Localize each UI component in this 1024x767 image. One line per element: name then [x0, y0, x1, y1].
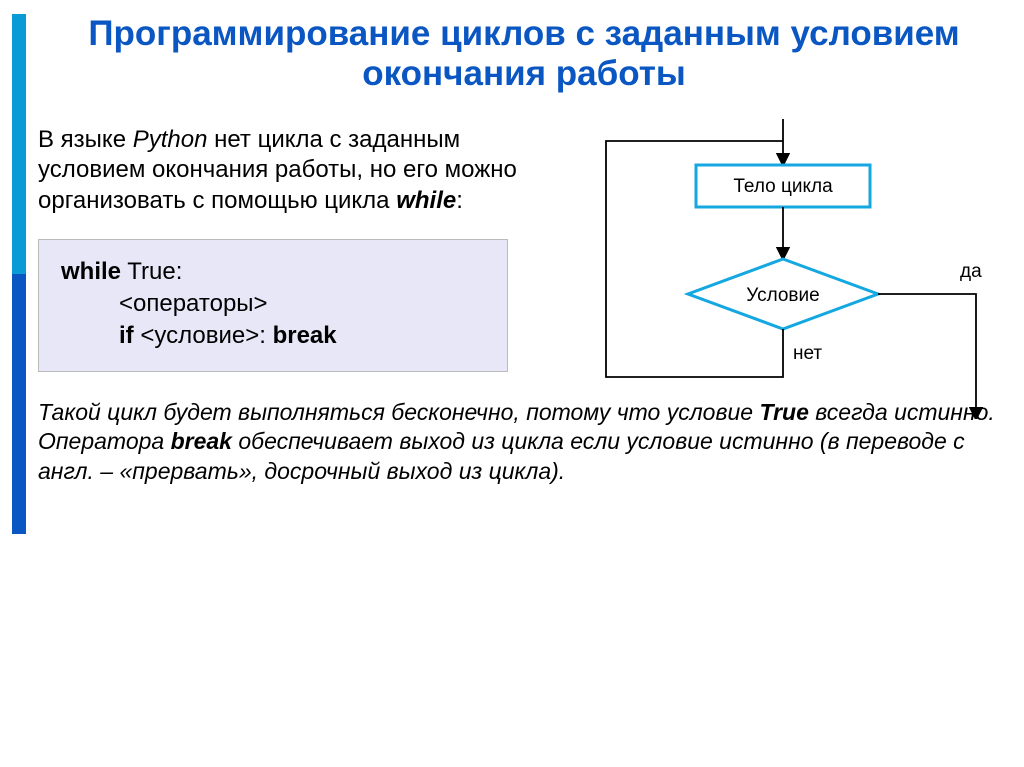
flowchart-diagram: Тело цикла Условие да нет	[568, 119, 998, 419]
code-kw-break: break	[273, 322, 337, 349]
code-kw-while: while	[61, 258, 121, 285]
flow-yes-line	[878, 294, 976, 419]
flow-yes-label: да	[960, 261, 982, 282]
flow-body-label: Тело цикла	[733, 176, 833, 197]
code-true: True	[121, 258, 176, 285]
intro-pre: В языке	[38, 126, 133, 153]
code-cond: <условие>:	[134, 322, 273, 349]
flow-no-label: нет	[793, 343, 822, 364]
intro-post: :	[456, 187, 463, 214]
content-area: В языке Python нет цикла с заданным усло…	[38, 125, 1010, 487]
code-colon: :	[176, 258, 183, 285]
bottom-break: break	[171, 428, 232, 454]
stripe-segment-light	[12, 14, 26, 274]
code-line-2: <операторы>	[61, 288, 485, 320]
code-line-1: while True:	[61, 256, 485, 288]
intro-python: Python	[133, 126, 208, 153]
slide-title: Программирование циклов с заданным услов…	[38, 14, 1010, 95]
code-box: while True: <операторы> if <условие>: br…	[38, 239, 508, 372]
intro-paragraph: В языке Python нет цикла с заданным усло…	[38, 125, 558, 217]
code-line-3: if <условие>: break	[61, 320, 485, 352]
side-accent-stripe	[12, 14, 26, 534]
flow-cond-label: Условие	[746, 285, 819, 306]
intro-while: while	[396, 187, 456, 214]
code-kw-if: if	[119, 322, 134, 349]
stripe-segment-dark	[12, 274, 26, 534]
slide-content: Программирование циклов с заданным услов…	[38, 14, 1010, 753]
